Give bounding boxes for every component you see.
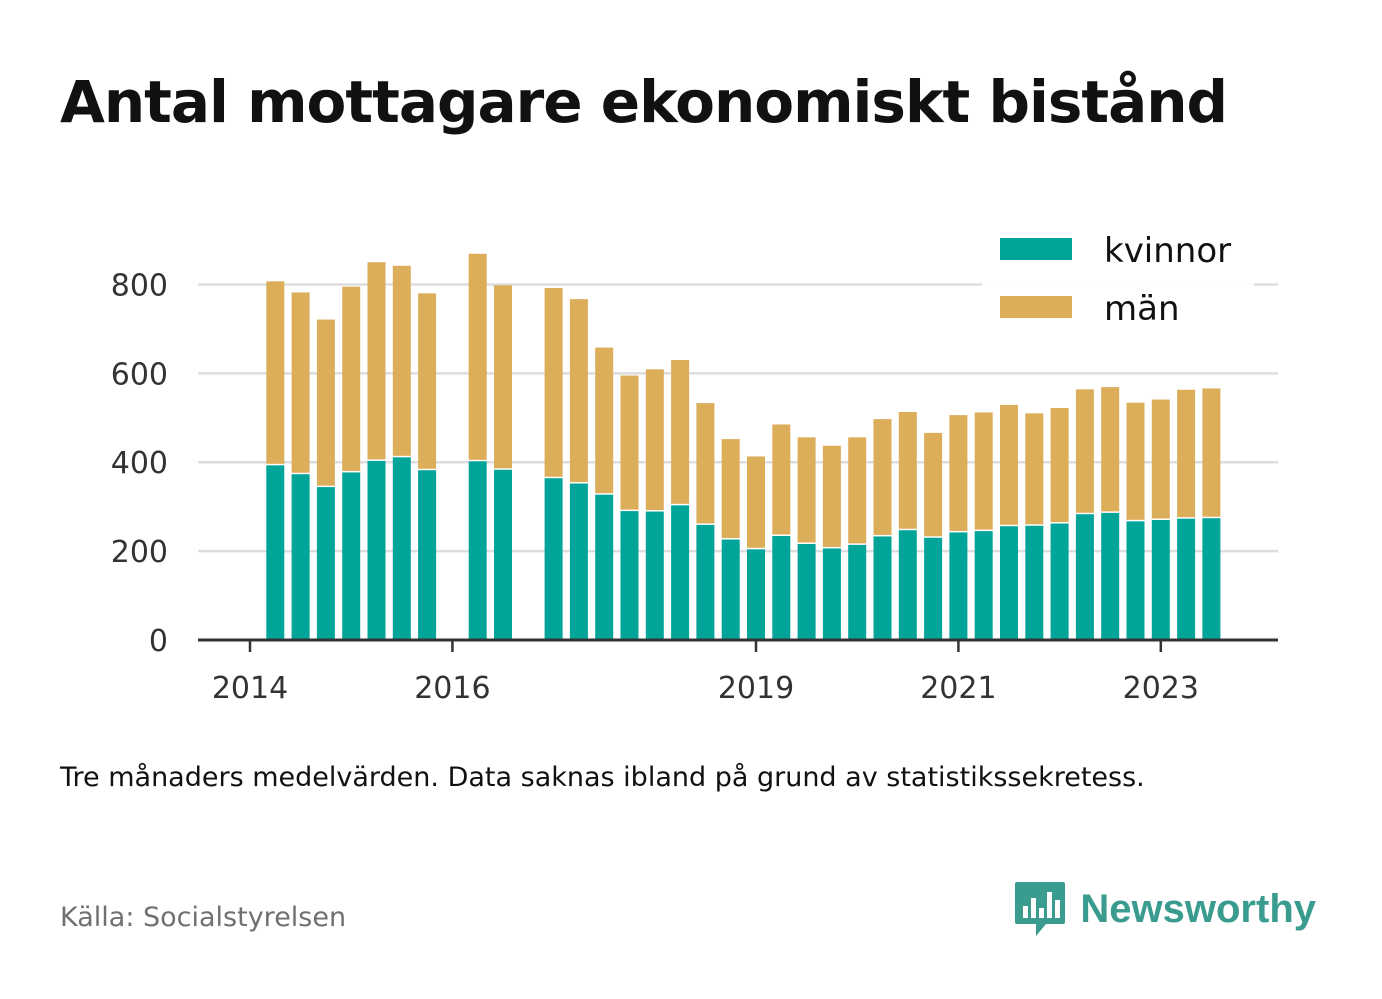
- bar-kvinnor: [1025, 525, 1044, 640]
- bar-kvinnor: [1202, 518, 1221, 640]
- bar-man: [1202, 388, 1221, 517]
- bar-man: [974, 412, 993, 530]
- bar-man: [494, 285, 512, 469]
- legend: kvinnor män: [982, 222, 1254, 338]
- bar-kvinnor: [747, 549, 765, 640]
- x-tick-label: 2021: [920, 671, 996, 706]
- bar-kvinnor: [1151, 520, 1170, 640]
- bar-kvinnor: [797, 544, 816, 640]
- bar-man: [772, 424, 791, 535]
- bar-man: [367, 262, 386, 460]
- bar-kvinnor: [645, 511, 664, 640]
- bar-kvinnor: [848, 544, 867, 640]
- bar-man: [797, 437, 816, 543]
- y-tick-label: 400: [111, 446, 168, 481]
- legend-label-man: män: [1104, 289, 1180, 329]
- bar-kvinnor: [772, 536, 791, 640]
- bar-man: [924, 432, 943, 537]
- bar-kvinnor: [316, 487, 335, 640]
- bar-man: [1025, 413, 1044, 525]
- bar-kvinnor: [1050, 523, 1069, 640]
- bar-kvinnor: [974, 531, 993, 640]
- bar-kvinnor: [342, 472, 361, 640]
- bar-man: [696, 403, 715, 524]
- bar-man: [1075, 389, 1094, 513]
- bar-kvinnor: [291, 474, 310, 640]
- bar-kvinnor: [873, 536, 892, 640]
- bar-man: [418, 293, 437, 469]
- bar-man: [645, 369, 664, 511]
- bar-man: [316, 319, 335, 486]
- stacked-bar-chart: 0 200 400 600 800 2014 2016 2019 2021 2023 kvinn…: [110, 222, 1278, 706]
- bar-man: [342, 286, 361, 471]
- bar-kvinnor: [418, 470, 437, 640]
- bar-kvinnor: [924, 537, 943, 640]
- bar-kvinnor: [1101, 512, 1120, 640]
- bar-man: [721, 439, 740, 539]
- bar-kvinnor: [671, 505, 690, 640]
- bar-man: [1101, 387, 1120, 512]
- chart-note: Tre månaders medelvärden. Data saknas ib…: [60, 762, 1145, 793]
- newsworthy-logo: Newsworthy: [1014, 878, 1316, 940]
- bar-kvinnor: [1075, 514, 1094, 640]
- bar-man: [822, 445, 841, 547]
- x-tick-label: 2016: [414, 671, 490, 706]
- bar-kvinnor: [569, 483, 588, 640]
- y-axis-ticks: 0 200 400 600 800: [111, 268, 168, 659]
- bar-kvinnor: [1126, 521, 1145, 640]
- bar-kvinnor: [898, 530, 917, 640]
- brand-name: Newsworthy: [1080, 886, 1316, 931]
- bar-man: [620, 375, 639, 510]
- bar-man: [873, 419, 892, 535]
- bar-man: [1177, 389, 1196, 518]
- bar-kvinnor: [696, 524, 715, 640]
- bar-man: [1151, 399, 1170, 519]
- bar-kvinnor: [1000, 526, 1018, 640]
- bar-kvinnor: [949, 532, 968, 640]
- bar-man: [747, 456, 765, 548]
- bar-kvinnor: [544, 478, 563, 640]
- bar-kvinnor: [266, 465, 285, 640]
- bar-man: [569, 299, 588, 483]
- x-tick-label: 2023: [1123, 671, 1199, 706]
- bar-man: [1050, 408, 1069, 523]
- bar-kvinnor: [392, 457, 411, 640]
- bar-kvinnor: [367, 460, 386, 640]
- bar-kvinnor: [595, 494, 614, 640]
- bar-man: [949, 415, 968, 531]
- bar-man: [595, 347, 614, 494]
- bar-kvinnor: [468, 461, 487, 640]
- bar-man: [1126, 402, 1145, 520]
- bar-man: [671, 360, 690, 504]
- bar-man: [392, 265, 411, 456]
- bars: [266, 253, 1221, 640]
- y-tick-label: 0: [149, 624, 168, 659]
- legend-label-kvinnor: kvinnor: [1104, 231, 1231, 271]
- bar-kvinnor: [494, 469, 512, 640]
- source-credit: Källa: Socialstyrelsen: [60, 902, 347, 933]
- legend-swatch-kvinnor: [1000, 238, 1072, 260]
- bar-man: [848, 437, 867, 544]
- y-tick-label: 200: [111, 535, 168, 570]
- bar-man: [266, 281, 285, 464]
- legend-swatch-man: [1000, 296, 1072, 318]
- bar-man: [544, 288, 563, 477]
- y-tick-label: 600: [111, 357, 168, 392]
- x-tick-label: 2014: [212, 671, 288, 706]
- y-tick-label: 800: [111, 268, 168, 303]
- x-axis-ticks: 2014 2016 2019 2021 2023: [212, 640, 1199, 706]
- bar-kvinnor: [721, 539, 740, 640]
- bar-man: [1000, 404, 1018, 525]
- bar-kvinnor: [822, 548, 841, 640]
- bar-man: [898, 412, 917, 529]
- x-tick-label: 2019: [718, 671, 794, 706]
- bar-man: [291, 292, 310, 473]
- bar-chart-bubble-icon: [1015, 882, 1066, 936]
- bar-kvinnor: [620, 511, 639, 640]
- bar-man: [468, 253, 487, 460]
- chart-title: Antal mottagare ekonomiskt bistånd: [60, 68, 1228, 136]
- bar-kvinnor: [1177, 518, 1196, 640]
